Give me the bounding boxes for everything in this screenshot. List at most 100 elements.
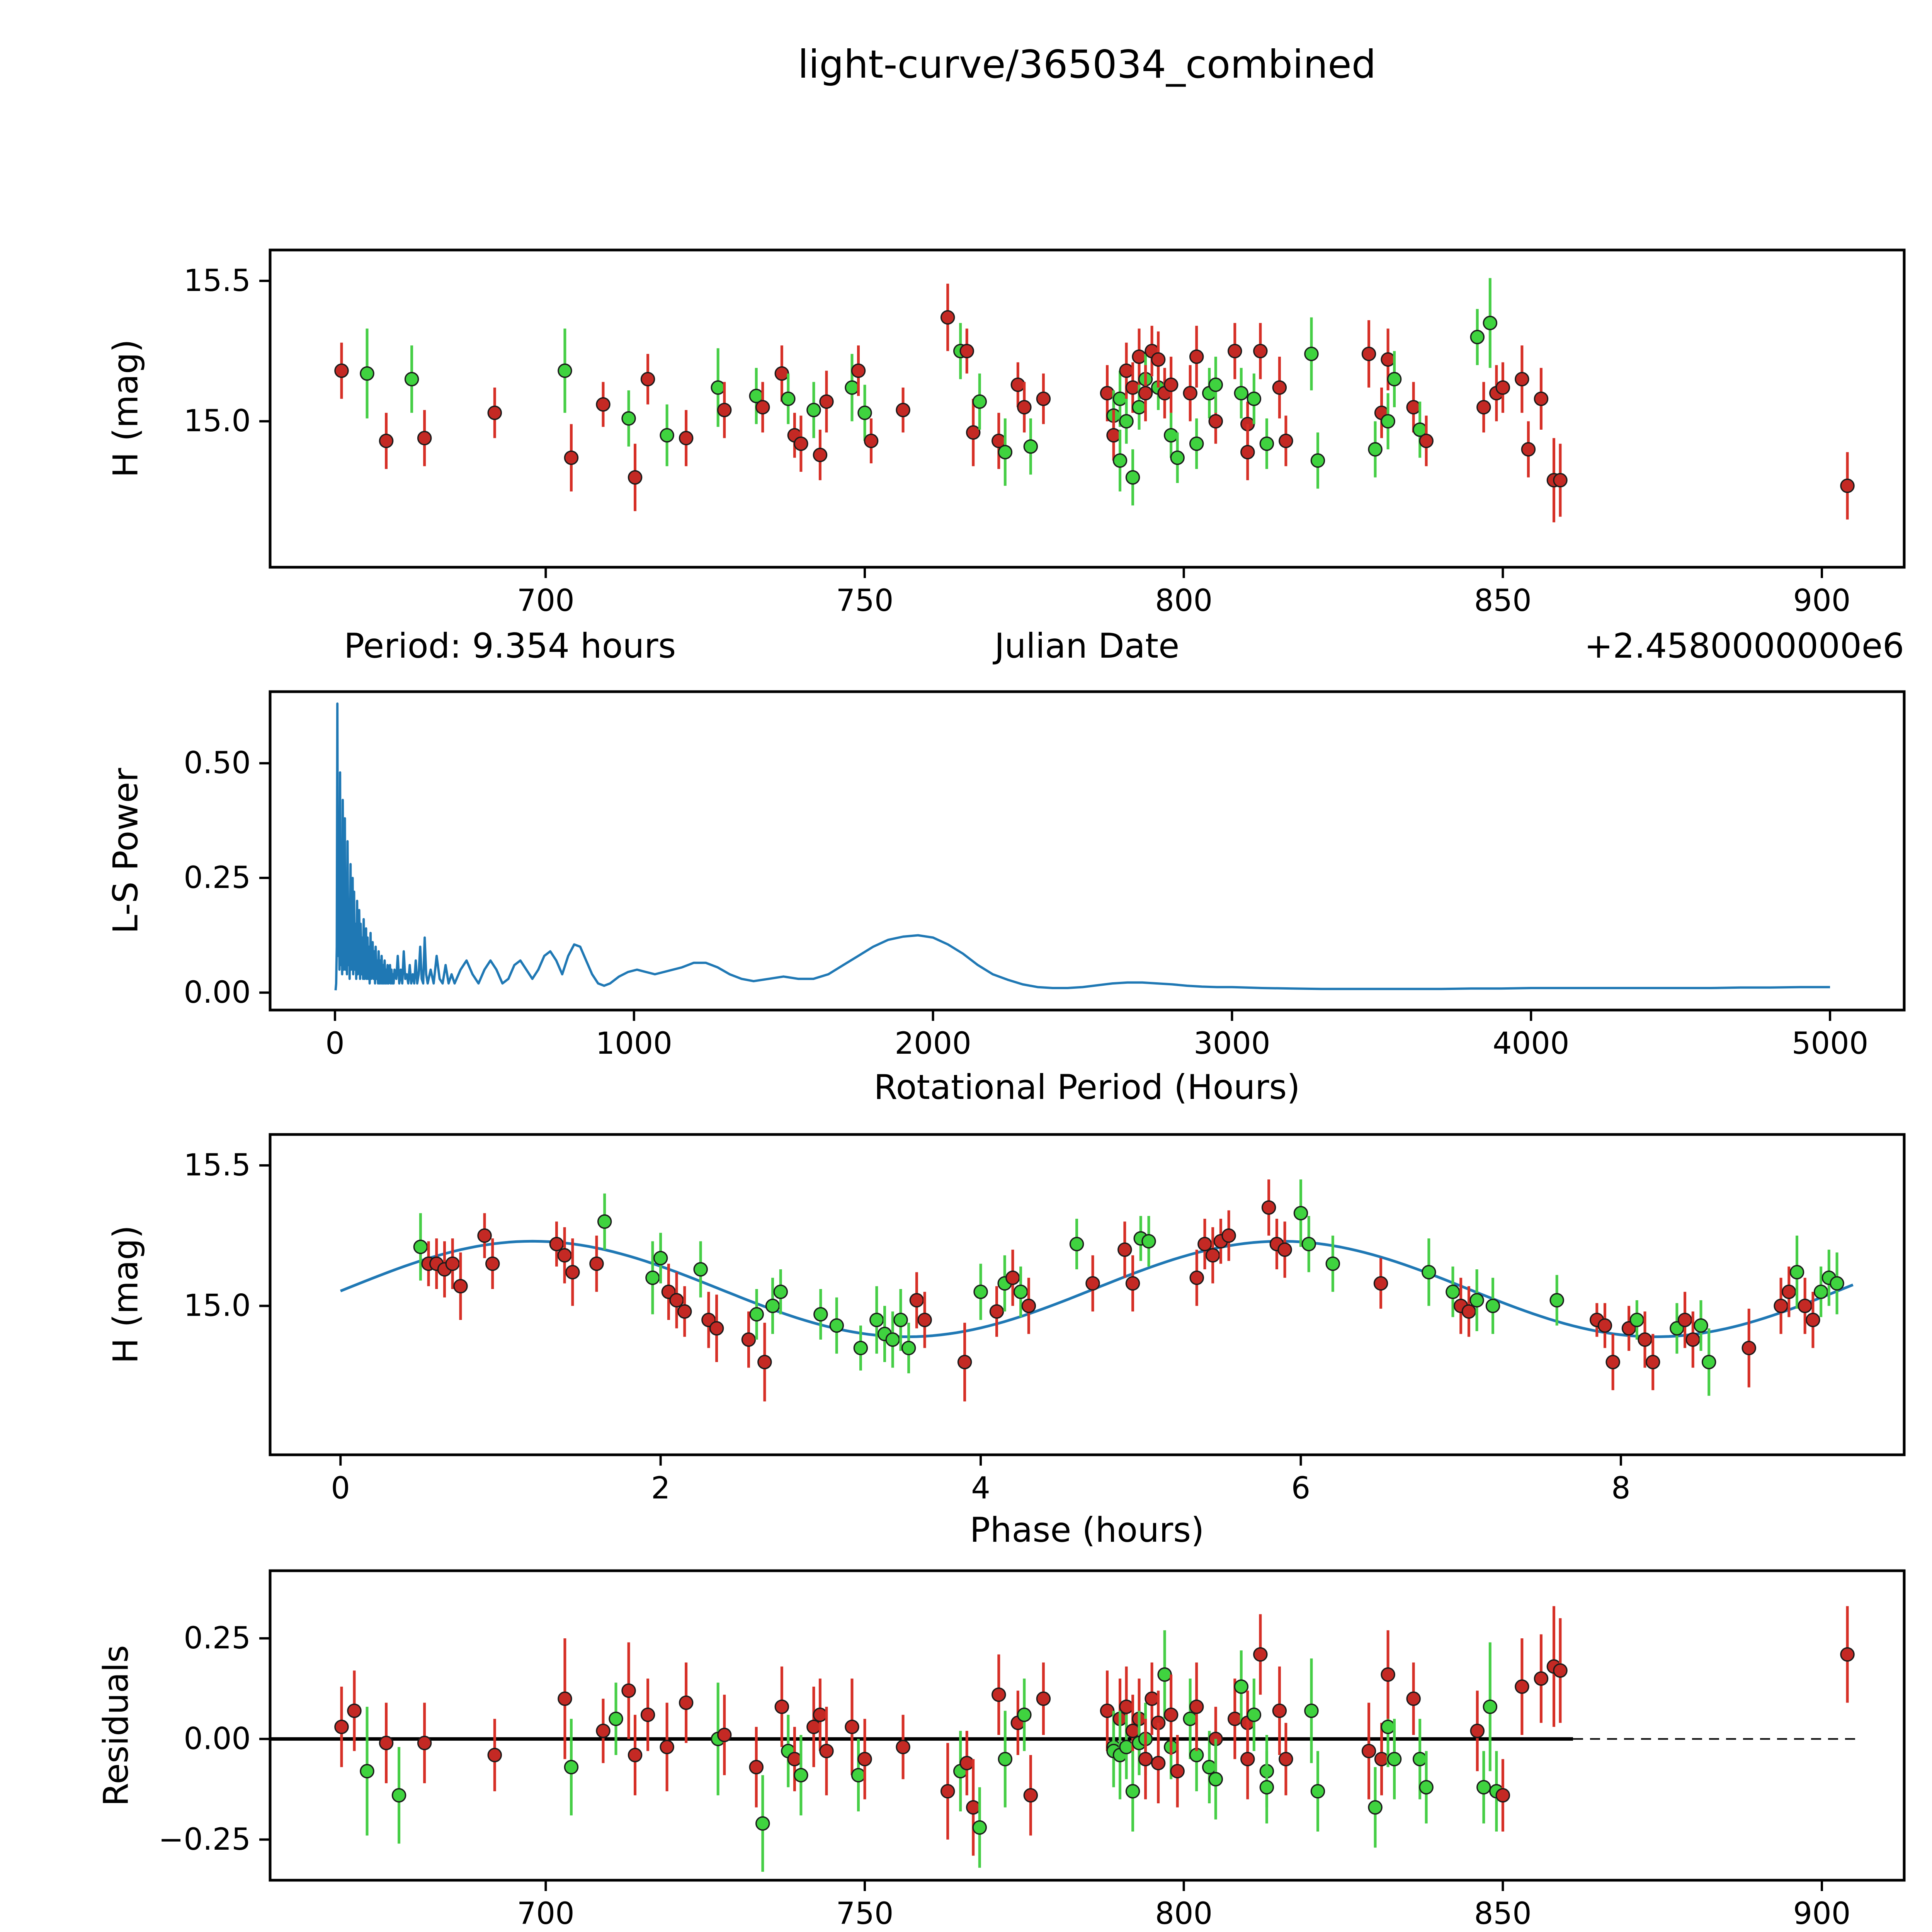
data-point	[1701, 1355, 1716, 1369]
y-tick-label: −0.25	[158, 1822, 251, 1857]
data-point	[755, 400, 770, 415]
data-point	[1197, 1236, 1212, 1252]
data-point	[1361, 347, 1376, 361]
data-point	[819, 1743, 834, 1759]
data-point	[1151, 352, 1166, 367]
data-point	[787, 1752, 802, 1767]
data-point	[413, 1240, 428, 1254]
data-point	[1125, 1784, 1140, 1799]
data-point	[709, 1321, 724, 1336]
data-point	[711, 380, 725, 395]
data-point	[564, 450, 579, 465]
data-point	[1170, 450, 1185, 465]
data-point	[558, 1691, 572, 1706]
data-point	[1742, 1340, 1756, 1355]
data-point	[813, 1708, 828, 1722]
data-point	[1259, 436, 1274, 451]
data-point	[1381, 1667, 1395, 1682]
data-point	[973, 1284, 988, 1299]
data-point	[1013, 1284, 1028, 1299]
data-point	[1597, 1318, 1612, 1333]
data-point	[1553, 1663, 1568, 1678]
data-point	[1840, 1647, 1855, 1662]
data-point	[1023, 1788, 1038, 1803]
data-point	[1373, 1276, 1388, 1291]
data-point	[445, 1256, 460, 1271]
data-point	[679, 431, 694, 446]
panel4-y-axis-label: Residuals	[96, 1645, 136, 1806]
data-point	[765, 1298, 780, 1313]
data-point	[1240, 1752, 1255, 1767]
data-point	[1361, 1743, 1376, 1759]
data-point	[1189, 349, 1204, 364]
data-point	[1112, 391, 1128, 406]
data-point	[1183, 386, 1197, 401]
data-point	[1119, 414, 1134, 429]
data-point	[1470, 330, 1485, 344]
x-tick-label: 1000	[595, 1026, 672, 1061]
x-tick-label: 900	[1793, 1896, 1851, 1931]
data-point	[609, 1711, 623, 1726]
x-tick-label: 800	[1155, 1896, 1213, 1931]
y-tick-label: 15.5	[184, 264, 251, 298]
data-point	[966, 425, 981, 440]
data-point	[558, 363, 572, 378]
y-tick-label: 15.5	[184, 1148, 251, 1183]
data-point	[1100, 386, 1115, 401]
data-point	[1798, 1298, 1812, 1313]
data-point	[1023, 439, 1038, 454]
data-point	[1694, 1318, 1708, 1333]
data-point	[829, 1318, 844, 1333]
data-point	[1085, 1276, 1100, 1291]
data-point	[1125, 470, 1140, 485]
data-point	[1293, 1206, 1308, 1221]
data-point	[1840, 478, 1855, 493]
y-tick-label: 0.25	[184, 861, 251, 895]
data-point	[334, 363, 349, 378]
data-point	[774, 1699, 789, 1714]
data-point	[1806, 1313, 1820, 1327]
y-tick-label: 0.25	[184, 1621, 251, 1656]
data-point	[1476, 1780, 1491, 1795]
data-point	[360, 1764, 374, 1779]
data-point	[677, 1304, 692, 1319]
data-point	[893, 1313, 908, 1327]
periodogram-panel: 0 1000 2000 3000 4000 5000 0.00 0.25 0.50	[184, 690, 1906, 1061]
data-point	[1374, 1752, 1389, 1767]
data-point	[565, 1265, 580, 1280]
data-point	[781, 391, 796, 406]
data-point	[1813, 1284, 1828, 1299]
phase_curve-data-layer	[340, 1179, 1854, 1401]
data-point	[959, 344, 974, 359]
data-point	[1228, 344, 1242, 359]
data-point	[1469, 1293, 1484, 1308]
data-point	[1645, 1355, 1660, 1369]
phase_curve-panel: 0 2 4 6 8 15.5 15.0	[184, 1133, 1906, 1506]
data-point	[741, 1332, 756, 1347]
data-point	[693, 1262, 708, 1277]
data-point	[1422, 1265, 1436, 1280]
data-point	[1310, 1784, 1325, 1799]
x-tick-label: 850	[1474, 583, 1532, 618]
data-point	[1163, 377, 1179, 392]
data-point	[1205, 1248, 1220, 1263]
data-point	[417, 431, 432, 446]
panel1-y-axis-label: H (mag)	[105, 339, 146, 478]
panel1-x-offset-label: +2.4580000000e6	[1584, 626, 1904, 666]
figure-title: light-curve/365034_combined	[798, 42, 1376, 87]
data-point	[1483, 1699, 1498, 1714]
data-point	[857, 1752, 872, 1767]
data-point	[819, 394, 834, 409]
data-point	[966, 1800, 981, 1815]
data-point	[1325, 1256, 1340, 1271]
x-tick-label: 2	[651, 1471, 670, 1506]
data-point	[1253, 344, 1268, 359]
data-point	[896, 403, 910, 417]
data-point	[1272, 1703, 1287, 1718]
axes-spines	[269, 1133, 1906, 1456]
x-tick-label: 800	[1155, 583, 1213, 618]
data-point	[1112, 453, 1128, 468]
data-point	[896, 1740, 910, 1754]
data-point	[1141, 1234, 1156, 1249]
data-point	[1145, 1691, 1159, 1706]
